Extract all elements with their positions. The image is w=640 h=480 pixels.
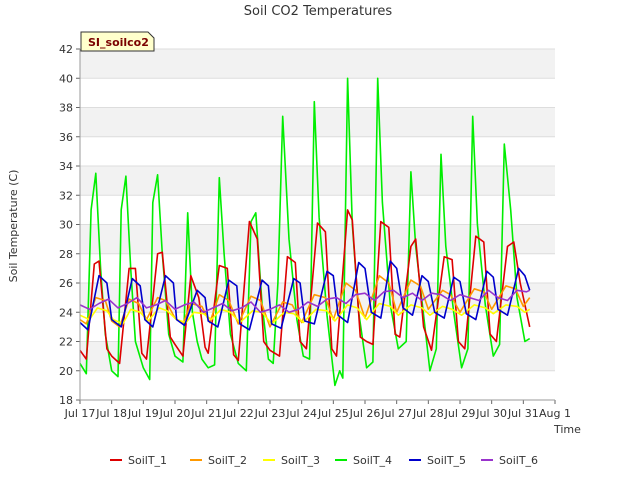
series-line-soilt-1 — [79, 209, 531, 365]
x-tick-label: Jul 27 — [380, 407, 412, 420]
legend-label: SoilT_2 — [208, 454, 247, 467]
x-tick-label: Aug 1 — [539, 407, 571, 420]
plot-band — [80, 49, 555, 79]
x-tick-label: Jul 23 — [254, 407, 286, 420]
x-tick-label: Jul 24 — [285, 407, 317, 420]
series-line-soilt-6 — [79, 289, 531, 314]
plot-band — [80, 341, 555, 371]
chart-title: Soil CO2 Temperatures — [244, 4, 393, 19]
y-tick-label: 22 — [59, 336, 73, 349]
legend-item: SoilT_4 — [335, 454, 392, 467]
y-tick-label: 24 — [59, 306, 73, 319]
x-tick-label: Jul 22 — [222, 407, 254, 420]
y-axis-label: Soil Temperature (C) — [7, 170, 20, 283]
legend-item: SoilT_5 — [409, 454, 466, 467]
y-tick-label: 40 — [59, 72, 73, 85]
legend-item: SoilT_6 — [481, 454, 538, 467]
x-axis-label: Time — [553, 423, 581, 436]
x-tick-label: Jul 20 — [159, 407, 191, 420]
series-line-soilt-5 — [79, 260, 531, 331]
y-tick-label: 38 — [59, 102, 73, 115]
site-badge-label: SI_soilco2 — [88, 36, 149, 49]
x-tick-label: Jul 19 — [127, 407, 159, 420]
legend-item: SoilT_3 — [263, 454, 320, 467]
y-tick-label: 42 — [59, 43, 73, 56]
x-tick-label: Jul 31 — [507, 407, 539, 420]
x-tick-label: Jul 18 — [95, 407, 127, 420]
y-tick-label: 30 — [59, 219, 73, 232]
legend-label: SoilT_6 — [499, 454, 538, 467]
legend-item: SoilT_2 — [190, 454, 247, 467]
y-tick-label: 34 — [59, 160, 73, 173]
series-layer — [79, 77, 531, 387]
legend-label: SoilT_3 — [281, 454, 320, 467]
x-tick-label: Jul 29 — [444, 407, 476, 420]
legend-item: SoilT_1 — [110, 454, 167, 467]
plot-band — [80, 107, 555, 137]
x-tick-label: Jul 26 — [349, 407, 381, 420]
x-tick-label: Jul 28 — [412, 407, 444, 420]
site-badge: SI_soilco2 — [80, 31, 155, 52]
legend-label: SoilT_5 — [427, 454, 466, 467]
legend-label: SoilT_4 — [353, 454, 392, 467]
y-tick-label: 32 — [59, 189, 73, 202]
y-tick-label: 18 — [59, 394, 73, 407]
y-tick-label: 20 — [59, 365, 73, 378]
y-tick-label: 28 — [59, 248, 73, 261]
x-tick-label: Jul 25 — [317, 407, 349, 420]
y-tick-label: 36 — [59, 131, 73, 144]
legend: SoilT_1 SoilT_2 SoilT_3 SoilT_4 SoilT_5 SoilT… — [110, 454, 538, 467]
site-badge-shape — [80, 31, 155, 52]
x-tick-label: Jul 21 — [190, 407, 222, 420]
y-tick-label: 26 — [59, 277, 73, 290]
x-tick-label: Jul 17 — [64, 407, 96, 420]
legend-label: SoilT_1 — [128, 454, 167, 467]
x-tick-label: Jul 30 — [475, 407, 507, 420]
